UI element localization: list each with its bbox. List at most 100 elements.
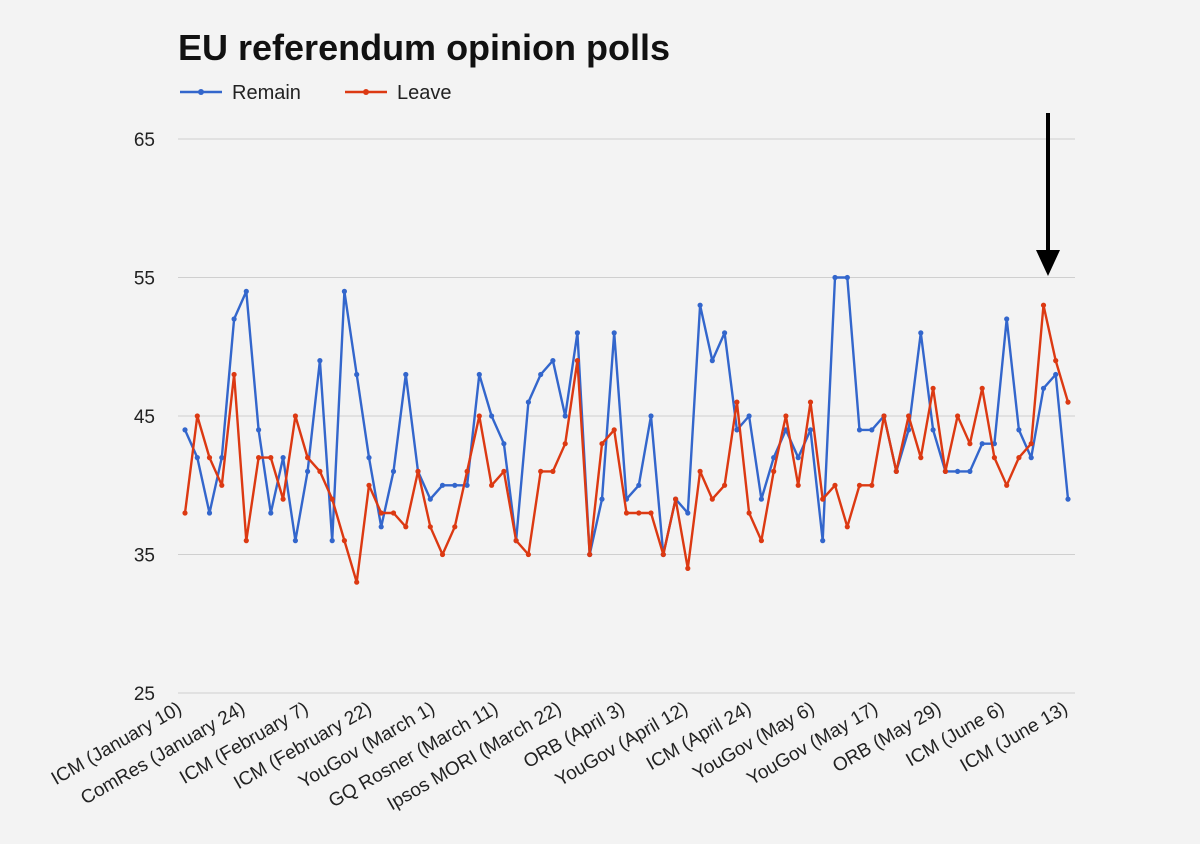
data-point-leave[interactable] xyxy=(1065,399,1071,405)
data-point-remain[interactable] xyxy=(832,274,838,281)
data-point-leave[interactable] xyxy=(280,496,286,502)
data-point-remain[interactable] xyxy=(648,413,654,419)
data-point-leave[interactable] xyxy=(341,538,347,544)
data-point-remain[interactable] xyxy=(341,288,347,294)
data-point-remain[interactable] xyxy=(758,496,765,502)
data-point-remain[interactable] xyxy=(856,427,863,433)
data-point-remain[interactable] xyxy=(219,455,225,461)
data-point-leave[interactable] xyxy=(439,551,446,558)
data-point-leave[interactable] xyxy=(869,482,875,488)
data-point-remain[interactable] xyxy=(452,482,458,488)
data-point-remain[interactable] xyxy=(930,427,936,433)
data-point-remain[interactable] xyxy=(1053,371,1059,378)
data-point-leave[interactable] xyxy=(538,468,544,474)
data-point-remain[interactable] xyxy=(795,455,801,461)
data-point-remain[interactable] xyxy=(476,371,482,378)
data-point-leave[interactable] xyxy=(562,441,568,447)
data-point-remain[interactable] xyxy=(722,330,728,336)
data-point-leave[interactable] xyxy=(967,441,973,447)
data-point-leave[interactable] xyxy=(685,565,691,572)
data-point-leave[interactable] xyxy=(513,538,519,544)
data-point-remain[interactable] xyxy=(697,302,703,308)
data-point-leave[interactable] xyxy=(231,371,237,378)
data-point-remain[interactable] xyxy=(906,427,912,433)
data-point-leave[interactable] xyxy=(305,455,311,461)
data-point-leave[interactable] xyxy=(930,385,936,391)
data-point-leave[interactable] xyxy=(856,482,863,488)
data-point-remain[interactable] xyxy=(1028,455,1034,461)
data-point-leave[interactable] xyxy=(194,413,200,419)
data-point-leave[interactable] xyxy=(464,468,470,474)
data-point-leave[interactable] xyxy=(758,538,765,544)
data-point-leave[interactable] xyxy=(795,482,801,488)
data-point-remain[interactable] xyxy=(771,455,777,461)
data-point-leave[interactable] xyxy=(734,399,740,405)
data-point-remain[interactable] xyxy=(464,482,470,488)
data-point-leave[interactable] xyxy=(452,524,458,530)
data-point-remain[interactable] xyxy=(820,538,826,544)
data-point-remain[interactable] xyxy=(599,496,605,502)
data-point-leave[interactable] xyxy=(354,579,360,585)
data-point-leave[interactable] xyxy=(660,551,666,558)
data-point-remain[interactable] xyxy=(525,399,532,405)
data-point-remain[interactable] xyxy=(194,455,200,461)
data-point-remain[interactable] xyxy=(1004,316,1010,322)
data-point-leave[interactable] xyxy=(991,455,998,461)
data-point-leave[interactable] xyxy=(390,510,397,516)
data-point-leave[interactable] xyxy=(820,496,826,502)
data-point-leave[interactable] xyxy=(955,413,961,419)
data-point-remain[interactable] xyxy=(243,288,249,294)
data-point-remain[interactable] xyxy=(1016,427,1022,433)
data-point-leave[interactable] xyxy=(599,441,605,447)
data-point-remain[interactable] xyxy=(305,468,311,474)
data-point-leave[interactable] xyxy=(771,468,777,474)
data-point-leave[interactable] xyxy=(709,496,715,502)
data-point-remain[interactable] xyxy=(317,358,323,364)
data-point-remain[interactable] xyxy=(918,330,924,336)
data-point-leave[interactable] xyxy=(636,510,642,516)
data-point-leave[interactable] xyxy=(256,455,262,461)
data-point-remain[interactable] xyxy=(709,358,715,364)
data-point-remain[interactable] xyxy=(403,371,409,378)
data-point-remain[interactable] xyxy=(734,427,740,433)
data-point-remain[interactable] xyxy=(206,510,213,516)
data-point-remain[interactable] xyxy=(550,358,556,364)
data-point-remain[interactable] xyxy=(427,496,433,502)
data-point-remain[interactable] xyxy=(844,274,850,281)
data-point-remain[interactable] xyxy=(268,510,274,516)
data-point-leave[interactable] xyxy=(366,482,372,488)
data-point-remain[interactable] xyxy=(182,427,188,433)
data-point-leave[interactable] xyxy=(219,482,225,488)
data-point-leave[interactable] xyxy=(415,468,421,474)
data-point-remain[interactable] xyxy=(1040,385,1047,391)
data-point-remain[interactable] xyxy=(489,413,495,419)
data-point-leave[interactable] xyxy=(1004,482,1010,488)
data-point-leave[interactable] xyxy=(722,482,728,488)
data-point-leave[interactable] xyxy=(746,510,752,516)
data-point-leave[interactable] xyxy=(1028,441,1034,447)
data-point-leave[interactable] xyxy=(574,358,581,364)
data-point-leave[interactable] xyxy=(378,510,384,516)
data-point-leave[interactable] xyxy=(550,468,556,474)
data-point-leave[interactable] xyxy=(673,496,679,502)
data-point-leave[interactable] xyxy=(783,413,789,419)
data-point-leave[interactable] xyxy=(587,551,593,558)
data-point-remain[interactable] xyxy=(329,538,335,544)
data-point-remain[interactable] xyxy=(439,482,446,488)
data-point-leave[interactable] xyxy=(942,468,949,474)
data-point-remain[interactable] xyxy=(1065,496,1071,502)
data-point-remain[interactable] xyxy=(636,482,642,488)
data-point-leave[interactable] xyxy=(979,385,985,391)
data-point-leave[interactable] xyxy=(292,413,298,419)
data-point-remain[interactable] xyxy=(378,524,384,530)
data-point-leave[interactable] xyxy=(525,551,532,558)
data-point-remain[interactable] xyxy=(562,413,568,419)
data-point-leave[interactable] xyxy=(476,413,482,419)
data-point-remain[interactable] xyxy=(354,371,360,378)
data-point-leave[interactable] xyxy=(243,538,249,544)
data-point-remain[interactable] xyxy=(869,427,875,433)
data-point-leave[interactable] xyxy=(611,427,617,433)
data-point-remain[interactable] xyxy=(979,441,985,447)
data-point-leave[interactable] xyxy=(832,482,838,488)
data-point-remain[interactable] xyxy=(538,371,544,378)
